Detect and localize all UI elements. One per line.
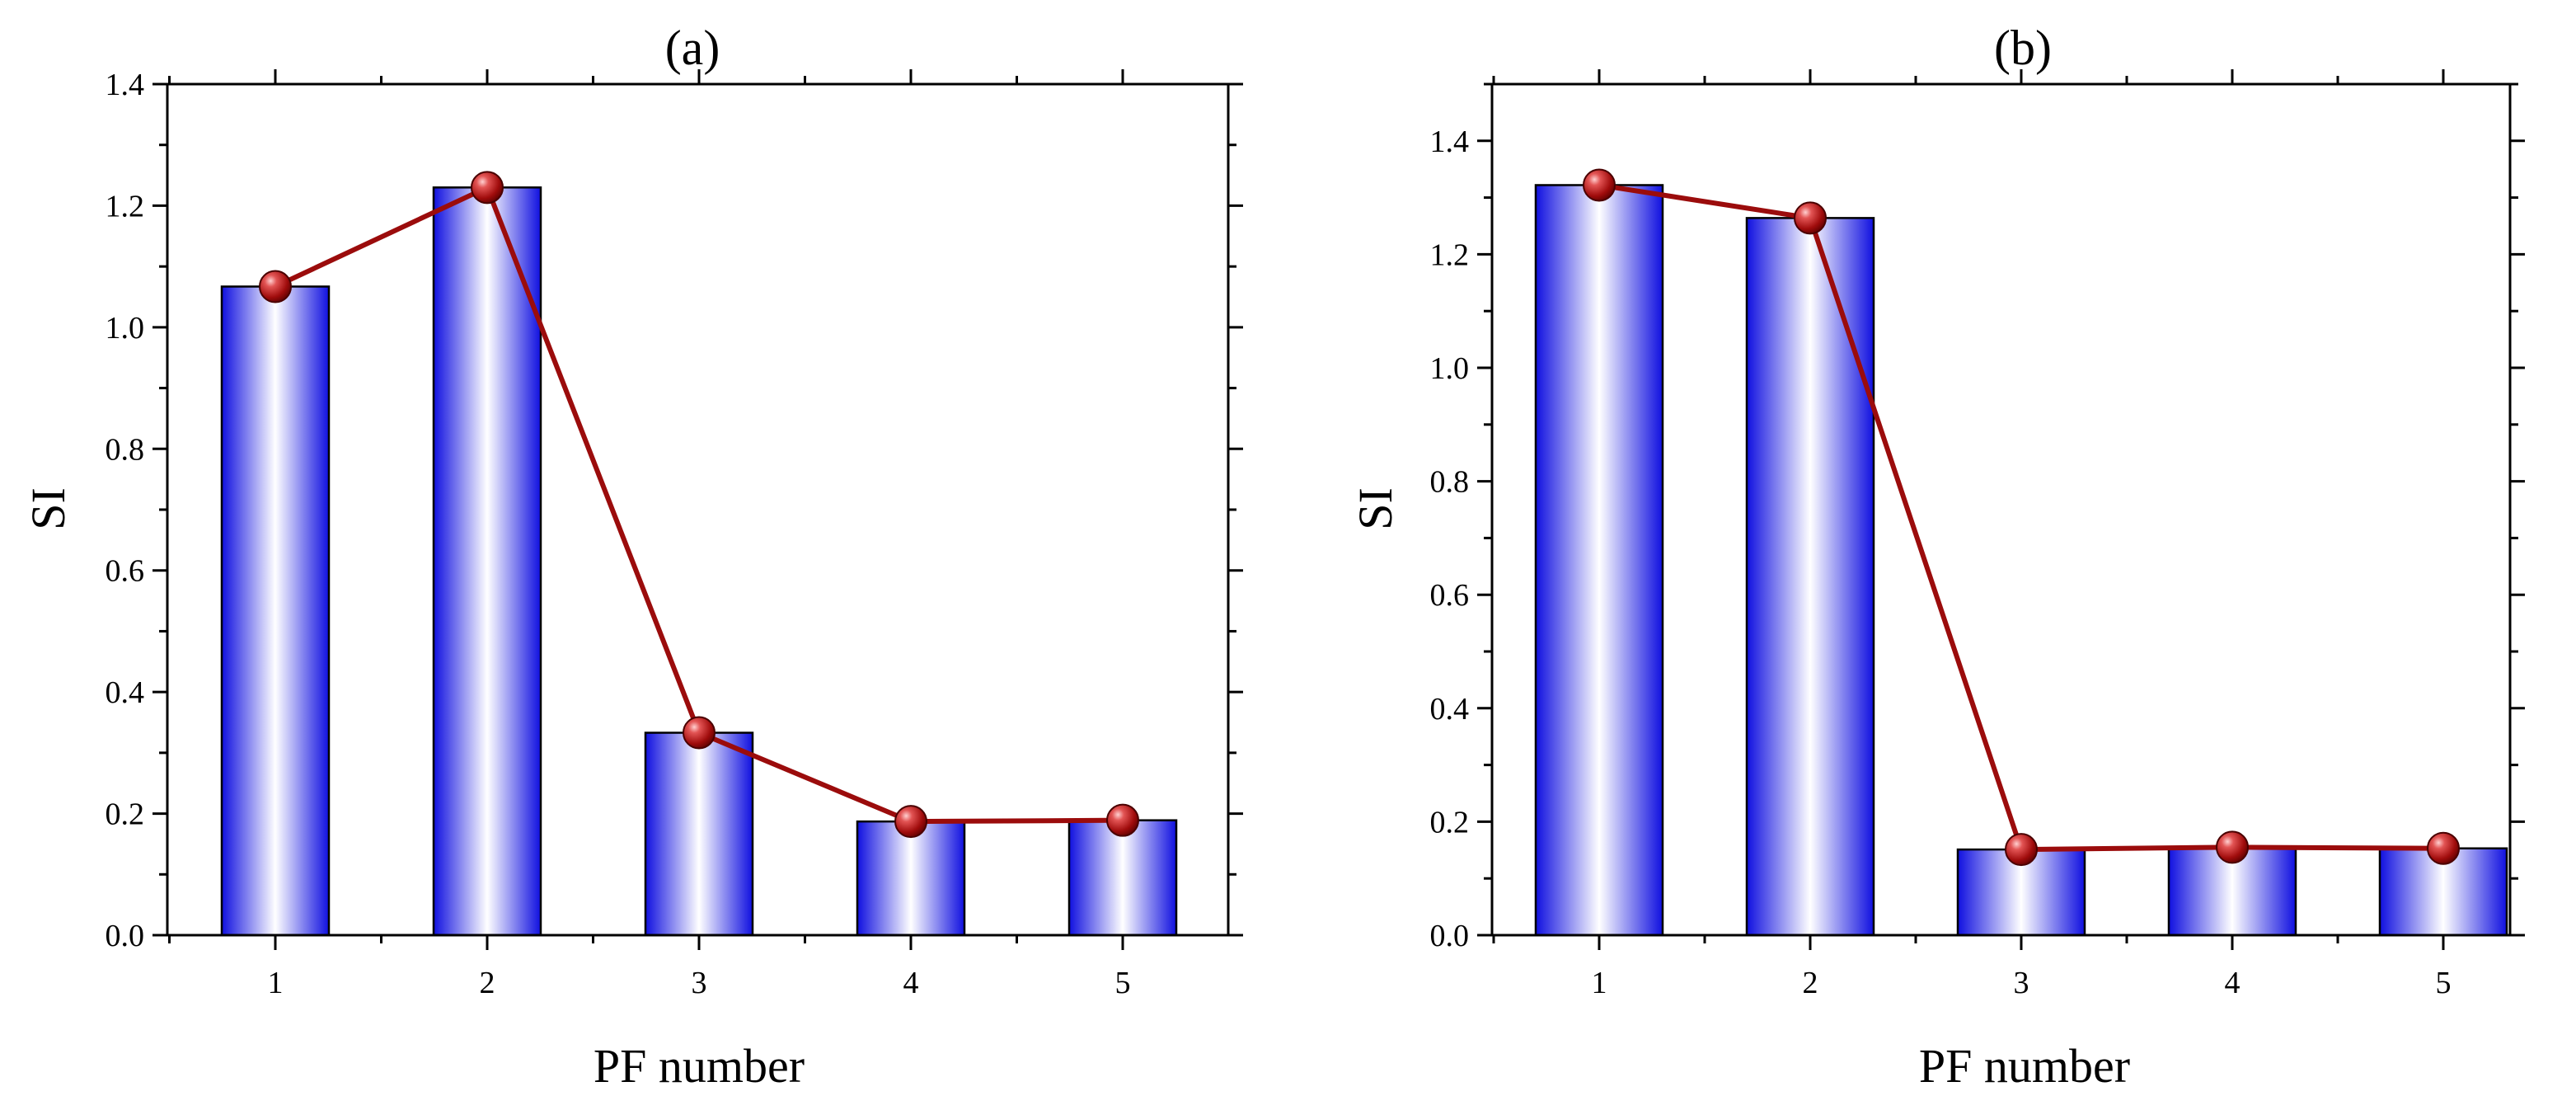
panel-a: (a) SI PF number 0.0 0.2 0.4 0.6 0.8 1.0 1.2 1.…: [21, 21, 1243, 1093]
panel-b-x-axis-title: PF number: [1919, 1039, 2130, 1093]
panel-a-frame: [166, 82, 1230, 937]
panel-b-line: [1598, 182, 2444, 853]
bar-1: [1534, 184, 1664, 937]
point-3: [2005, 833, 2038, 867]
point-1: [1583, 168, 1616, 202]
bar-2: [432, 186, 542, 937]
x-tick-label: 1: [268, 966, 284, 1000]
y-tick-label: 0.8: [1430, 465, 1470, 500]
y-tick-label: 1.0: [1430, 351, 1470, 386]
point-4: [2216, 830, 2249, 864]
point-2: [1794, 201, 1827, 235]
point-5: [2427, 831, 2460, 865]
x-tick-label: 5: [1115, 966, 1131, 1000]
y-tick-label: 0.0: [1430, 919, 1470, 953]
x-tick-label: 2: [480, 966, 495, 1000]
panel-b-markers: [1583, 168, 2460, 867]
y-tick-label: 0.4: [106, 675, 145, 710]
y-tick-label: 1.4: [1430, 125, 1470, 159]
y-tick-label: 0.0: [106, 919, 145, 953]
y-tick-label: 0.2: [1430, 805, 1470, 840]
bar-5: [1067, 819, 1178, 937]
y-tick-label: 1.0: [106, 311, 145, 346]
bar-2: [1745, 217, 1875, 937]
point-3: [683, 716, 716, 750]
series-line: [1598, 182, 2444, 853]
panel-b-y-axis-title: SI: [1349, 487, 1402, 530]
panel-b-bars: [1534, 184, 2508, 937]
x-tick-label: 4: [903, 966, 919, 1000]
x-tick-label: 3: [2014, 966, 2029, 1000]
panel-b-tick-labels: 0.0 0.2 0.4 0.6 0.8 1.0 1.2 1.4 1 2 3 4 5: [1430, 125, 2452, 1000]
point-1: [259, 270, 292, 303]
bar-4: [856, 820, 966, 937]
panel-b-ticks: [1477, 69, 2525, 950]
panel-a-ticks: [152, 69, 1243, 950]
panel-a-tick-labels: 0.0 0.2 0.4 0.6 0.8 1.0 1.2 1.4 1 2 3 4 5: [106, 68, 1131, 1000]
x-tick-label: 4: [2225, 966, 2241, 1000]
panel-a-markers: [259, 171, 1139, 839]
x-tick-label: 3: [692, 966, 707, 1000]
y-tick-label: 0.2: [106, 797, 145, 832]
point-5: [1106, 803, 1139, 837]
x-tick-label: 5: [2436, 966, 2452, 1000]
y-tick-label: 1.2: [106, 189, 145, 223]
point-4: [894, 805, 927, 839]
y-tick-label: 1.4: [106, 68, 145, 102]
panel-a-bars: [220, 186, 1178, 937]
panel-a-title: (a): [665, 21, 720, 75]
x-tick-label: 2: [1803, 966, 1818, 1000]
y-tick-label: 0.4: [1430, 692, 1470, 727]
panel-a-x-axis-title: PF number: [594, 1039, 805, 1093]
y-tick-label: 0.6: [1430, 578, 1470, 613]
x-tick-label: 1: [1592, 966, 1607, 1000]
panel-b-title: (b): [1994, 21, 2052, 75]
bar-3: [644, 731, 754, 937]
panel-b-frame: [1490, 82, 2512, 937]
y-tick-label: 1.2: [1430, 238, 1470, 272]
point-2: [471, 171, 504, 205]
y-tick-label: 0.6: [106, 554, 145, 589]
panel-b: (b) SI PF number 0.0 0.2 0.4 0.6 0.8 1.0 1.2 1.…: [1349, 21, 2525, 1093]
panel-a-y-axis-title: SI: [21, 487, 75, 530]
y-tick-label: 0.8: [106, 432, 145, 467]
bar-1: [220, 285, 331, 937]
